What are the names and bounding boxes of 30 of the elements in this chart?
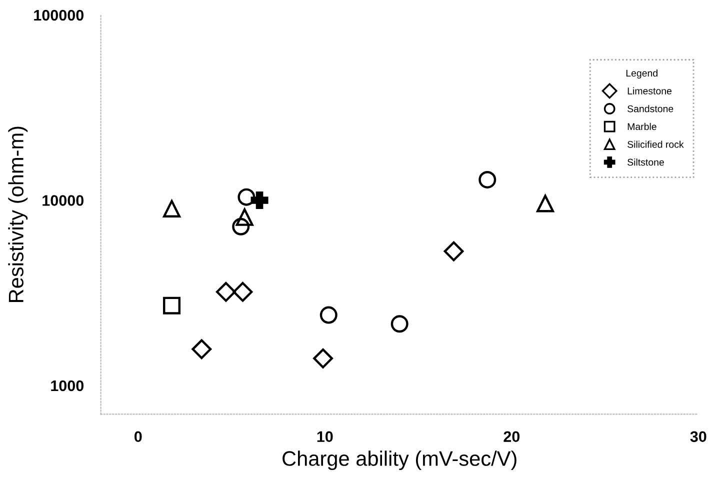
x-tick-label: 20: [504, 431, 520, 442]
point: [238, 188, 256, 206]
point: [536, 194, 554, 212]
point: [192, 339, 212, 360]
point: [444, 241, 464, 262]
legend-title: Legend: [626, 69, 658, 79]
legend-label: Limestone: [628, 87, 672, 94]
point: [313, 348, 333, 368]
point: [163, 296, 181, 314]
x-tick-label: 10: [317, 431, 333, 442]
x-axis-title: Charge ability (mV-sec/V): [282, 450, 516, 470]
y-tick-label: 1000: [51, 380, 84, 392]
point: [320, 306, 338, 324]
point: [232, 282, 253, 302]
y-tick-label: 100000: [34, 10, 84, 21]
legend-label: Silicified rock: [628, 140, 684, 148]
x-tick-label: 0: [134, 431, 142, 442]
legend-label: Siltstone: [628, 158, 664, 166]
point: [390, 315, 408, 333]
point: [163, 200, 181, 218]
x-tick-label: 30: [690, 431, 706, 442]
legend-label: Marble: [628, 122, 656, 130]
y-axis-title: Resistivity (ohm-m): [8, 126, 28, 302]
legend-label: Sandstone: [628, 105, 674, 112]
point: [250, 191, 268, 209]
y-tick-label: 10000: [42, 195, 84, 206]
point: [478, 170, 496, 188]
point: [216, 282, 236, 302]
point: [236, 208, 254, 226]
point: [232, 218, 250, 236]
